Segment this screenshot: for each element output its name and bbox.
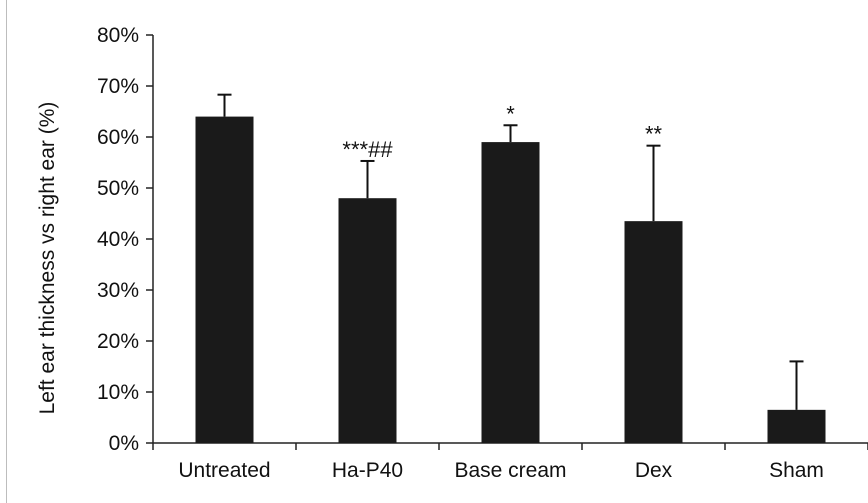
- y-tick-label: 80%: [97, 24, 139, 47]
- bar: [624, 221, 683, 443]
- bar: [195, 116, 254, 443]
- y-tick-label: 30%: [97, 279, 139, 302]
- y-tick-label: 0%: [109, 432, 139, 455]
- y-tick-label: 50%: [97, 177, 139, 200]
- category-label: Ha-P40: [332, 459, 403, 482]
- significance-annotation: ***##: [342, 137, 393, 162]
- bar: [767, 409, 826, 443]
- y-tick-label: 40%: [97, 228, 139, 251]
- category-label: Untreated: [178, 459, 270, 482]
- bar: [481, 142, 540, 443]
- category-label: Dex: [635, 459, 673, 482]
- significance-annotation: *: [506, 101, 515, 126]
- y-axis-title: Left ear thickness vs right ear (%): [36, 102, 59, 415]
- category-label: Base cream: [454, 459, 566, 482]
- significance-annotation: **: [645, 122, 663, 147]
- y-tick-label: 70%: [97, 75, 139, 98]
- bar: [338, 198, 397, 443]
- y-tick-label: 20%: [97, 330, 139, 353]
- category-label: Sham: [769, 459, 824, 482]
- y-tick-label: 10%: [97, 381, 139, 404]
- plot-area: 0% 10% 20% 30% 40% 50% 60% 70% 80% Untreated Ha-P4…: [97, 24, 868, 482]
- left-edge-rule: [6, 0, 7, 503]
- y-tick-label: 60%: [97, 126, 139, 149]
